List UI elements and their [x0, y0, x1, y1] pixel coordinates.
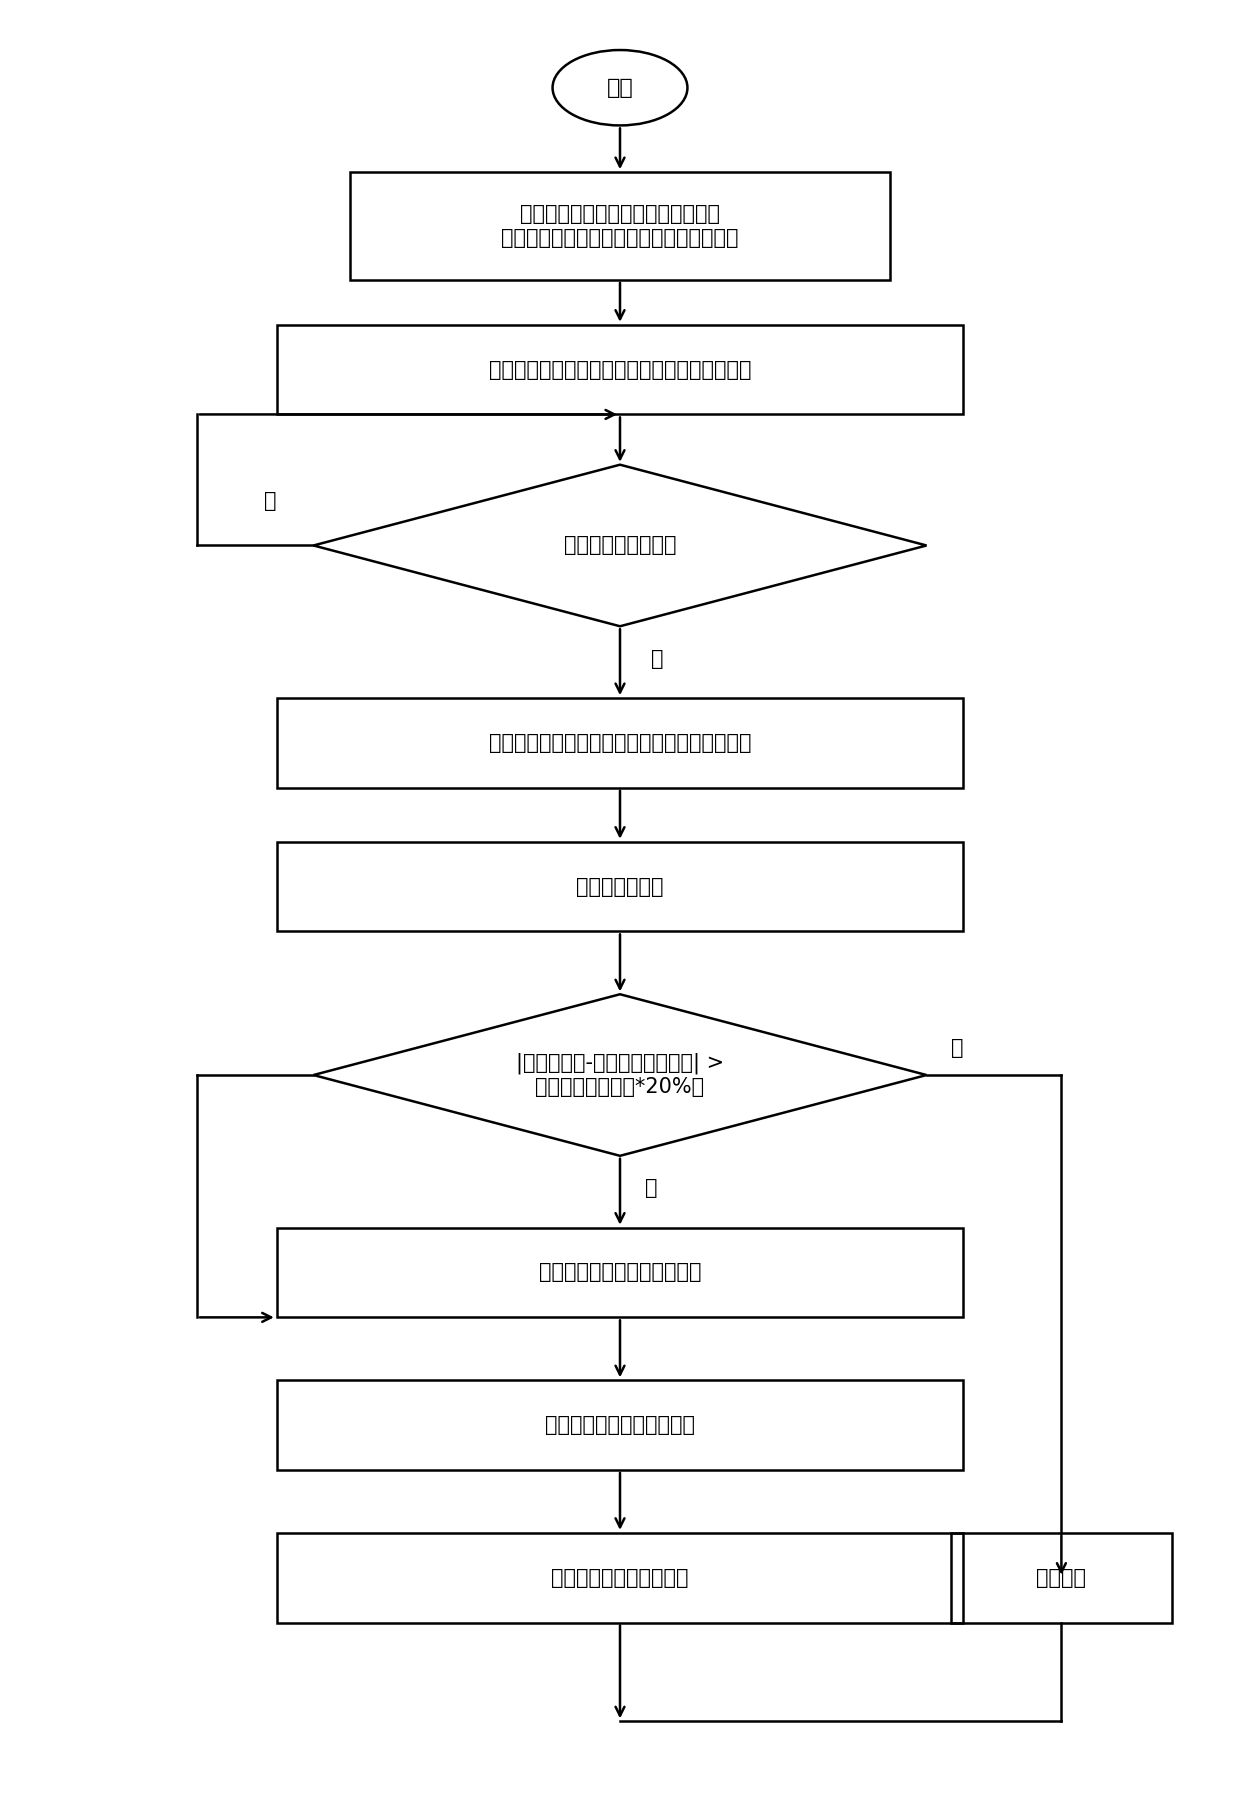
Text: 采样总休眠电流: 采样总休眠电流	[577, 877, 663, 897]
Bar	[277, 324, 963, 414]
Text: 报警处理: 报警处理	[1037, 1568, 1086, 1588]
Text: 等待数字传感器退出休眠状态: 等待数字传感器退出休眠状态	[538, 1263, 702, 1283]
Text: 读取各个数字传感器的标准休眠电流
（此电流在传感器生产时已存储在其内部）: 读取各个数字传感器的标准休眠电流 （此电流在传感器生产时已存储在其内部）	[501, 204, 739, 248]
Bar	[277, 698, 963, 787]
Text: 是: 是	[651, 649, 663, 669]
Text: 否: 否	[645, 1178, 657, 1198]
Bar	[277, 841, 963, 932]
Text: 正常称重数据处理和显示: 正常称重数据处理和显示	[552, 1568, 688, 1588]
Text: 读取数字传感器的称重数据: 读取数字传感器的称重数据	[546, 1415, 694, 1435]
Bar	[277, 1228, 963, 1317]
Text: 否: 否	[264, 490, 277, 510]
Bar	[277, 1532, 963, 1623]
Bar	[951, 1532, 1172, 1623]
Text: 是: 是	[951, 1038, 963, 1058]
Text: 发送休眠命令，使所有数字传感器进入休眠状态: 发送休眠命令，使所有数字传感器进入休眠状态	[489, 733, 751, 753]
Text: 防作弊检测定时到？: 防作弊检测定时到？	[564, 535, 676, 555]
Text: 将各个标准休眠电流累加得到总的标准休眠电流: 将各个标准休眠电流累加得到总的标准休眠电流	[489, 360, 751, 380]
Text: |总休眠电流-总的标准休眠电流| >
总的标准休眠电流*20%？: |总休眠电流-总的标准休眠电流| > 总的标准休眠电流*20%？	[516, 1053, 724, 1098]
Bar	[350, 172, 890, 280]
Bar	[277, 1380, 963, 1471]
Text: 开机: 开机	[606, 78, 634, 98]
